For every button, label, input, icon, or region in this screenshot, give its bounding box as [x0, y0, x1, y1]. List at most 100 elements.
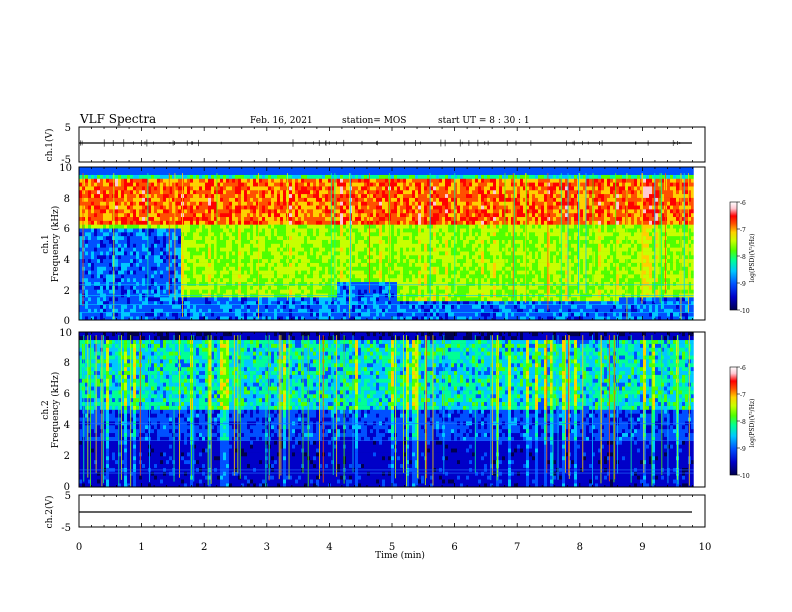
spec1-img-cell — [436, 228, 440, 233]
spec1-img-cell — [103, 312, 107, 317]
spec1-img-cell — [145, 220, 149, 225]
spec1-img-cell — [163, 232, 167, 237]
spec1-img-cell — [259, 235, 263, 240]
spec1-img-cell — [199, 308, 203, 313]
spec1-img-cell — [427, 235, 431, 240]
spec1-img-cell — [409, 201, 413, 206]
spec1-img-cell — [376, 212, 380, 218]
spec1-img-cell — [247, 243, 251, 248]
spec1-img-cell — [442, 201, 446, 206]
spec1-img-cell — [232, 189, 236, 195]
spec1-img-cell — [292, 262, 296, 267]
spec1-img-cell — [355, 251, 359, 256]
spec1-img-cell — [391, 201, 395, 206]
spec1-img-cell — [121, 281, 125, 286]
spec1-img-cell — [445, 247, 449, 252]
spec1-img-cell — [235, 201, 239, 206]
spec1-img-cell — [208, 254, 212, 260]
spec1-img-cell — [298, 262, 302, 267]
spec1-img-cell — [280, 209, 284, 214]
spec1-img-cell — [394, 209, 398, 214]
spec1-img-cell — [298, 167, 302, 172]
spec1-img-cell — [238, 297, 242, 302]
spec1-img-cell — [187, 254, 191, 260]
spec1-img-cell — [445, 189, 449, 195]
spec1-img-cell — [205, 228, 209, 233]
spec1-img-cell — [391, 209, 395, 214]
spec1-img-cell — [328, 186, 332, 191]
spec1-img-cell — [133, 251, 137, 256]
spec1-img-cell — [211, 216, 215, 221]
spec1-img-cell — [355, 308, 359, 313]
spec1-img-cell — [121, 167, 125, 172]
spec1-img-cell — [91, 228, 95, 233]
spec1-img-cell — [172, 224, 176, 229]
spec1-img-cell — [301, 197, 305, 202]
spec1-img-cell — [142, 205, 146, 210]
spec1-img-cell — [196, 209, 200, 214]
spec1-img-cell — [220, 316, 224, 321]
spec1-img-cell — [184, 254, 188, 260]
spec1-img-cell — [364, 182, 368, 187]
spec1-img-cell — [244, 178, 248, 183]
spec1-img-cell — [385, 304, 389, 309]
spec1-img-cell — [316, 262, 320, 267]
spec1-img-cell — [394, 308, 398, 313]
spec1-img-cell — [172, 251, 176, 256]
spec1-img-cell — [187, 251, 191, 256]
spec1-img-cell — [190, 232, 194, 237]
spec1-img-cell — [94, 274, 98, 279]
spec1-img-cell — [256, 247, 260, 252]
spec1-img-cell — [319, 235, 323, 240]
spec1-img-cell — [100, 262, 104, 267]
spec1-img-cell — [382, 197, 386, 202]
spec1-img-cell — [322, 274, 326, 279]
spec1-img-cell — [322, 209, 326, 214]
spec1-img-cell — [361, 312, 365, 317]
spec1-img-cell — [403, 262, 407, 267]
spec1-img-cell — [145, 216, 149, 221]
spec1-img-cell — [169, 186, 173, 191]
spec1-img-cell — [250, 270, 254, 275]
spec1-img-cell — [238, 304, 242, 309]
spec1-img-cell — [154, 170, 158, 175]
spec1-img-cell — [79, 300, 83, 306]
spec1-img-cell — [427, 266, 431, 271]
spec1-img-cell — [109, 201, 113, 206]
spec1-img-cell — [391, 174, 395, 179]
spec1-img-cell — [244, 220, 248, 225]
spec1-img-cell — [97, 270, 101, 275]
spec1-img-cell — [439, 258, 443, 263]
spec1-img-cell — [373, 312, 377, 317]
spec1-img-cell — [214, 197, 218, 202]
spec1-img-cell — [133, 170, 137, 175]
spec1-img-cell — [397, 270, 401, 275]
spec1-img-cell — [439, 228, 443, 233]
spec1-img-cell — [412, 182, 416, 187]
spec1-img-cell — [430, 228, 434, 233]
spec1-img-cell — [79, 182, 83, 187]
spec1-img-cell — [307, 274, 311, 279]
spec1-img-cell — [145, 316, 149, 321]
spec1-img-cell — [352, 212, 356, 218]
spec1-img-cell — [217, 277, 221, 283]
spec1-img-cell — [241, 224, 245, 229]
spec1-img-cell — [238, 285, 242, 290]
spec1-img-cell — [343, 193, 347, 198]
spec1-img-cell — [301, 277, 305, 283]
spec1-img-cell — [298, 266, 302, 271]
spec1-img-cell — [373, 232, 377, 237]
spec1-img-cell — [115, 274, 119, 279]
spec1-img-cell — [91, 247, 95, 252]
spec1-img-cell — [355, 304, 359, 309]
spec1-img-cell — [205, 182, 209, 187]
spec1-img-cell — [328, 247, 332, 252]
spec1-img-cell — [226, 186, 230, 191]
spec1-img-cell — [328, 178, 332, 183]
spec1-img-cell — [400, 312, 404, 317]
spec1-img-cell — [292, 216, 296, 221]
spec1-img-cell — [283, 300, 287, 306]
spec1-img-cell — [424, 186, 428, 191]
spec1-img-cell — [355, 300, 359, 306]
spec1-img-cell — [424, 289, 428, 294]
